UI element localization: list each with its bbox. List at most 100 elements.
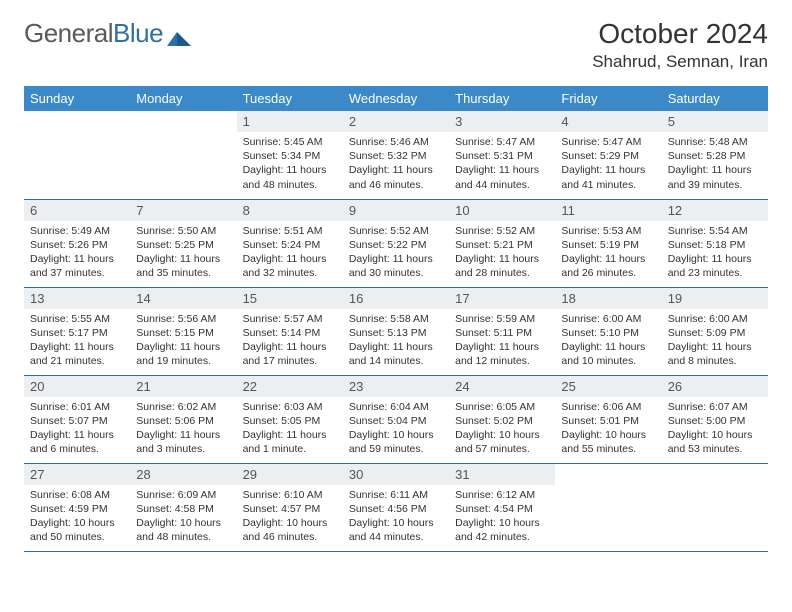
day-number: 31 (449, 464, 555, 485)
week-row: 13Sunrise: 5:55 AMSunset: 5:17 PMDayligh… (24, 287, 768, 375)
day-content: Sunrise: 6:12 AMSunset: 4:54 PMDaylight:… (449, 485, 555, 551)
day-content: Sunrise: 6:08 AMSunset: 4:59 PMDaylight:… (24, 485, 130, 551)
day-daylight: Daylight: 11 hours and 37 minutes. (30, 252, 124, 280)
day-cell: 27Sunrise: 6:08 AMSunset: 4:59 PMDayligh… (24, 463, 130, 551)
day-number: 21 (130, 376, 236, 397)
day-daylight: Daylight: 11 hours and 1 minute. (243, 428, 337, 456)
day-daylight: Daylight: 11 hours and 44 minutes. (455, 163, 549, 191)
weekday-header: Monday (130, 86, 236, 111)
day-number: 30 (343, 464, 449, 485)
day-sunset: Sunset: 5:18 PM (668, 238, 762, 252)
day-sunset: Sunset: 5:14 PM (243, 326, 337, 340)
day-daylight: Daylight: 10 hours and 46 minutes. (243, 516, 337, 544)
day-sunrise: Sunrise: 5:50 AM (136, 224, 230, 238)
day-sunrise: Sunrise: 6:03 AM (243, 400, 337, 414)
day-content: Sunrise: 6:00 AMSunset: 5:09 PMDaylight:… (662, 309, 768, 375)
day-daylight: Daylight: 11 hours and 8 minutes. (668, 340, 762, 368)
day-sunset: Sunset: 5:01 PM (561, 414, 655, 428)
day-sunset: Sunset: 5:25 PM (136, 238, 230, 252)
day-cell: 31Sunrise: 6:12 AMSunset: 4:54 PMDayligh… (449, 463, 555, 551)
day-number: 6 (24, 200, 130, 221)
day-content: Sunrise: 5:45 AMSunset: 5:34 PMDaylight:… (237, 132, 343, 198)
day-daylight: Daylight: 11 hours and 19 minutes. (136, 340, 230, 368)
day-cell: 4Sunrise: 5:47 AMSunset: 5:29 PMDaylight… (555, 111, 661, 199)
day-cell: 18Sunrise: 6:00 AMSunset: 5:10 PMDayligh… (555, 287, 661, 375)
day-number: 20 (24, 376, 130, 397)
day-number: 15 (237, 288, 343, 309)
day-sunrise: Sunrise: 5:54 AM (668, 224, 762, 238)
calendar-table: SundayMondayTuesdayWednesdayThursdayFrid… (24, 86, 768, 552)
day-content: Sunrise: 5:55 AMSunset: 5:17 PMDaylight:… (24, 309, 130, 375)
day-content: Sunrise: 6:11 AMSunset: 4:56 PMDaylight:… (343, 485, 449, 551)
day-cell: 14Sunrise: 5:56 AMSunset: 5:15 PMDayligh… (130, 287, 236, 375)
day-sunrise: Sunrise: 6:12 AM (455, 488, 549, 502)
weekday-header: Sunday (24, 86, 130, 111)
day-cell (130, 111, 236, 199)
day-content: Sunrise: 5:53 AMSunset: 5:19 PMDaylight:… (555, 221, 661, 287)
day-number: 17 (449, 288, 555, 309)
location: Shahrud, Semnan, Iran (592, 52, 768, 72)
day-sunrise: Sunrise: 5:55 AM (30, 312, 124, 326)
day-number: 26 (662, 376, 768, 397)
day-sunrise: Sunrise: 5:57 AM (243, 312, 337, 326)
day-content: Sunrise: 6:07 AMSunset: 5:00 PMDaylight:… (662, 397, 768, 463)
day-number: 22 (237, 376, 343, 397)
day-sunrise: Sunrise: 5:53 AM (561, 224, 655, 238)
logo: GeneralBlue (24, 18, 193, 49)
day-sunrise: Sunrise: 5:52 AM (455, 224, 549, 238)
day-sunrise: Sunrise: 5:51 AM (243, 224, 337, 238)
day-number: 8 (237, 200, 343, 221)
logo-icon (167, 24, 193, 44)
day-sunset: Sunset: 4:57 PM (243, 502, 337, 516)
day-sunrise: Sunrise: 5:56 AM (136, 312, 230, 326)
day-sunset: Sunset: 5:10 PM (561, 326, 655, 340)
day-cell: 30Sunrise: 6:11 AMSunset: 4:56 PMDayligh… (343, 463, 449, 551)
day-daylight: Daylight: 11 hours and 46 minutes. (349, 163, 443, 191)
day-sunset: Sunset: 5:32 PM (349, 149, 443, 163)
day-sunset: Sunset: 4:58 PM (136, 502, 230, 516)
day-cell: 19Sunrise: 6:00 AMSunset: 5:09 PMDayligh… (662, 287, 768, 375)
day-number: 5 (662, 111, 768, 132)
day-sunrise: Sunrise: 5:47 AM (561, 135, 655, 149)
day-daylight: Daylight: 11 hours and 12 minutes. (455, 340, 549, 368)
day-number: 1 (237, 111, 343, 132)
day-sunrise: Sunrise: 5:46 AM (349, 135, 443, 149)
day-sunset: Sunset: 5:00 PM (668, 414, 762, 428)
day-cell: 23Sunrise: 6:04 AMSunset: 5:04 PMDayligh… (343, 375, 449, 463)
title-block: October 2024 Shahrud, Semnan, Iran (592, 18, 768, 72)
day-number: 24 (449, 376, 555, 397)
weekday-header: Friday (555, 86, 661, 111)
day-content: Sunrise: 6:09 AMSunset: 4:58 PMDaylight:… (130, 485, 236, 551)
day-daylight: Daylight: 11 hours and 48 minutes. (243, 163, 337, 191)
day-daylight: Daylight: 11 hours and 28 minutes. (455, 252, 549, 280)
day-sunset: Sunset: 5:22 PM (349, 238, 443, 252)
day-sunset: Sunset: 4:54 PM (455, 502, 549, 516)
day-sunrise: Sunrise: 5:59 AM (455, 312, 549, 326)
day-sunrise: Sunrise: 6:05 AM (455, 400, 549, 414)
day-cell (24, 111, 130, 199)
day-daylight: Daylight: 11 hours and 21 minutes. (30, 340, 124, 368)
day-number: 23 (343, 376, 449, 397)
day-content: Sunrise: 6:03 AMSunset: 5:05 PMDaylight:… (237, 397, 343, 463)
day-sunset: Sunset: 5:34 PM (243, 149, 337, 163)
day-number: 2 (343, 111, 449, 132)
day-content: Sunrise: 5:59 AMSunset: 5:11 PMDaylight:… (449, 309, 555, 375)
day-daylight: Daylight: 10 hours and 42 minutes. (455, 516, 549, 544)
day-cell: 11Sunrise: 5:53 AMSunset: 5:19 PMDayligh… (555, 199, 661, 287)
day-daylight: Daylight: 11 hours and 10 minutes. (561, 340, 655, 368)
day-sunrise: Sunrise: 6:01 AM (30, 400, 124, 414)
weekday-header: Saturday (662, 86, 768, 111)
week-row: 27Sunrise: 6:08 AMSunset: 4:59 PMDayligh… (24, 463, 768, 551)
day-number: 4 (555, 111, 661, 132)
day-cell: 7Sunrise: 5:50 AMSunset: 5:25 PMDaylight… (130, 199, 236, 287)
day-content: Sunrise: 5:52 AMSunset: 5:22 PMDaylight:… (343, 221, 449, 287)
day-cell: 20Sunrise: 6:01 AMSunset: 5:07 PMDayligh… (24, 375, 130, 463)
day-daylight: Daylight: 11 hours and 6 minutes. (30, 428, 124, 456)
day-sunset: Sunset: 4:56 PM (349, 502, 443, 516)
day-content: Sunrise: 5:50 AMSunset: 5:25 PMDaylight:… (130, 221, 236, 287)
day-sunrise: Sunrise: 6:07 AM (668, 400, 762, 414)
day-sunset: Sunset: 5:02 PM (455, 414, 549, 428)
day-daylight: Daylight: 10 hours and 55 minutes. (561, 428, 655, 456)
day-sunset: Sunset: 5:29 PM (561, 149, 655, 163)
day-cell: 28Sunrise: 6:09 AMSunset: 4:58 PMDayligh… (130, 463, 236, 551)
